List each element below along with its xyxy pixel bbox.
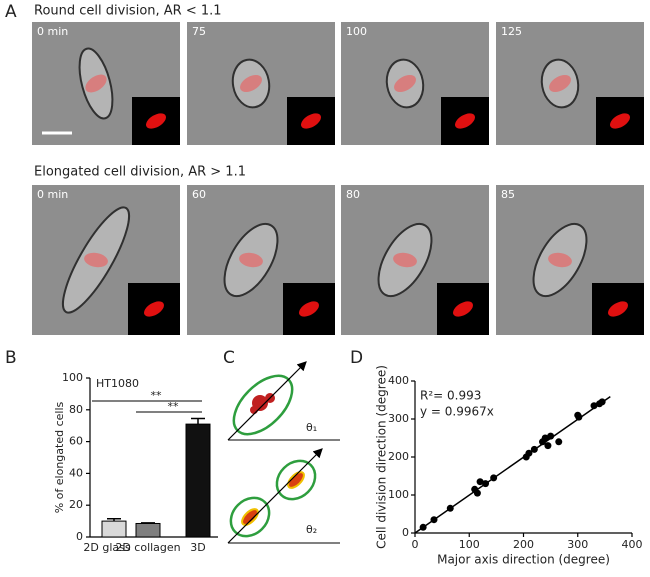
- chromatin: [394, 74, 416, 93]
- y-tick-label: 200: [388, 450, 409, 463]
- y-tick-label: 100: [62, 371, 83, 384]
- frame-label: 100: [346, 25, 367, 38]
- point: [555, 438, 563, 446]
- row-title: Round cell division, AR < 1.1: [34, 4, 222, 19]
- angle-label: θ₁: [306, 421, 317, 434]
- panel-label: B: [5, 348, 17, 368]
- error-bar: [141, 522, 155, 524]
- panel-label: C: [223, 348, 235, 368]
- y-tick-label: 80: [69, 403, 83, 416]
- x-tick-label: 200: [513, 538, 534, 551]
- bar: [185, 423, 211, 538]
- panel-label: D: [350, 348, 363, 368]
- point: [541, 434, 549, 442]
- chromatin: [549, 74, 571, 93]
- inset-chromatin: [610, 113, 630, 129]
- x-tick-label: 400: [622, 538, 643, 551]
- point: [490, 474, 498, 482]
- x-axis-label: Major axis direction (degree): [437, 553, 610, 567]
- point: [482, 480, 490, 488]
- frame-label: 60: [192, 188, 206, 201]
- panel-label: A: [5, 2, 17, 22]
- point: [544, 442, 552, 450]
- inset-chromatin: [299, 301, 319, 317]
- bar: [135, 522, 161, 538]
- chart-subtitle: HT1080: [96, 377, 139, 390]
- y-axis-label: Cell division direction (degree): [375, 365, 389, 549]
- inset-chromatin: [146, 113, 166, 129]
- y-axis-label: % of elongated cells: [53, 401, 66, 513]
- point: [590, 402, 598, 410]
- x-tick-label: 0: [412, 538, 419, 551]
- frame-label: 0 min: [37, 25, 68, 38]
- x-tick-label: 100: [459, 538, 480, 551]
- point: [419, 523, 427, 531]
- y-tick-label: 100: [388, 488, 409, 501]
- point: [530, 445, 538, 453]
- inset-chromatin: [608, 301, 628, 317]
- x-tick-label: 300: [567, 538, 588, 551]
- y-tick-label: 300: [388, 412, 409, 425]
- x-tick-label: 2D glass: [83, 541, 130, 554]
- chromatin: [84, 252, 108, 268]
- frame-label: 85: [501, 188, 515, 201]
- x-tick-label: 2D collagen: [115, 541, 180, 554]
- y-tick-label: 40: [69, 466, 83, 479]
- significance-label: **: [168, 400, 180, 413]
- chromatin: [548, 252, 572, 268]
- error-bar: [191, 417, 205, 425]
- point: [598, 398, 606, 406]
- chromatin: [239, 252, 263, 268]
- point: [446, 504, 454, 512]
- frame-label: 0 min: [37, 188, 68, 201]
- point: [476, 478, 484, 486]
- annotation: R²= 0.993: [420, 389, 481, 403]
- inset-chromatin: [453, 301, 473, 317]
- significance-label: **: [151, 389, 163, 402]
- fit-label: y = 0.9967x: [420, 405, 494, 419]
- point: [430, 516, 438, 524]
- inset-chromatin: [301, 113, 321, 129]
- point: [525, 449, 533, 457]
- y-tick-label: 60: [69, 435, 83, 448]
- angle-label: θ₂: [306, 523, 317, 536]
- bar: [101, 520, 127, 538]
- frame-label: 80: [346, 188, 360, 201]
- y-tick-label: 20: [69, 498, 83, 511]
- row-title: Elongated cell division, AR > 1.1: [34, 165, 246, 180]
- point: [473, 489, 481, 497]
- chromatin: [393, 252, 417, 268]
- chromatin: [240, 74, 262, 93]
- y-tick-label: 400: [388, 374, 409, 387]
- y-tick-label: 0: [76, 530, 83, 543]
- point: [547, 432, 555, 440]
- inset-chromatin: [144, 301, 164, 317]
- point: [575, 413, 583, 421]
- chromatin: [85, 74, 107, 93]
- inset-chromatin: [455, 113, 475, 129]
- error-bar: [107, 517, 121, 522]
- diagram: [227, 361, 340, 544]
- frame-label: 75: [192, 25, 206, 38]
- x-tick-label: 3D: [190, 541, 205, 554]
- y-tick-label: 0: [402, 526, 409, 539]
- frame-label: 125: [501, 25, 522, 38]
